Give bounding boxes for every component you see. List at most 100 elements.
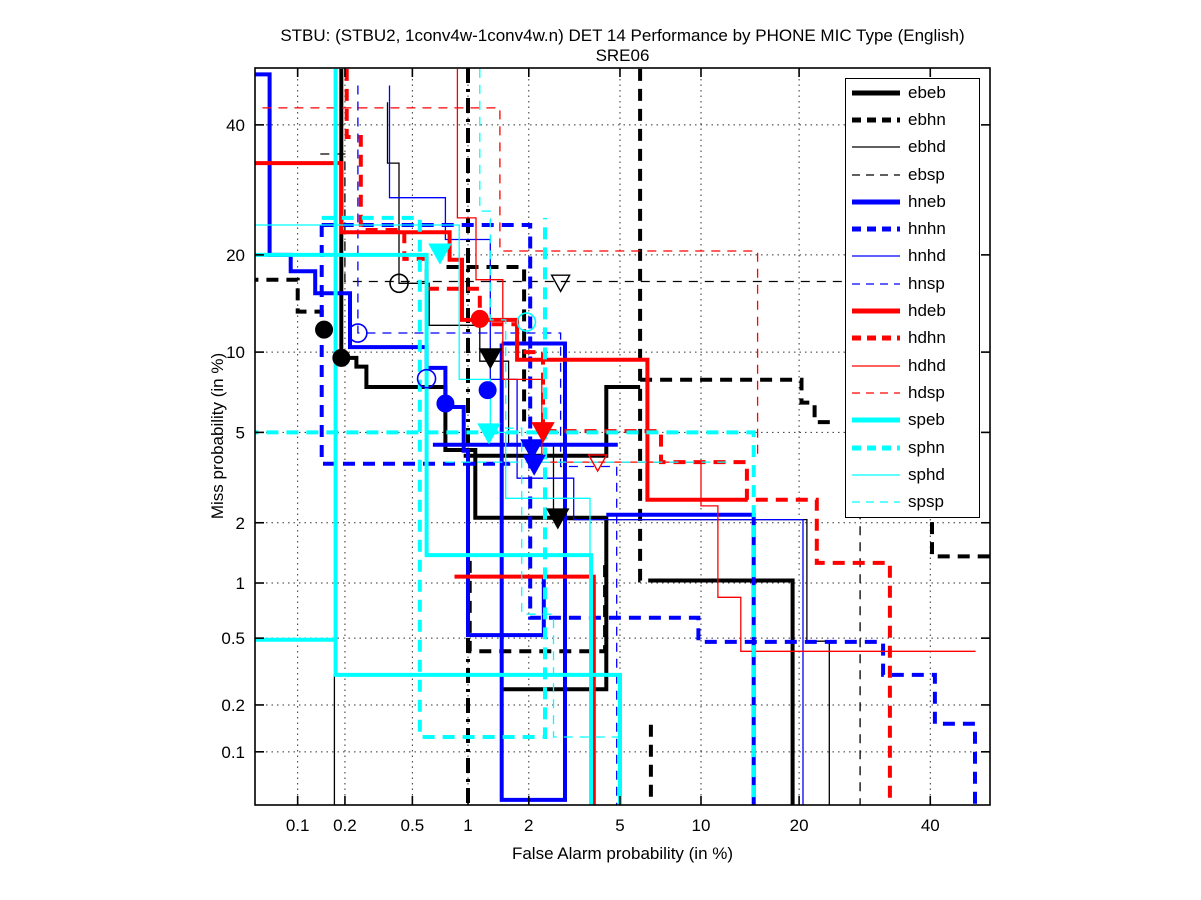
open-circle-marker [416,368,437,389]
open-triangle-marker [550,274,571,293]
x-tick-label: 10 [692,816,711,835]
series-hdeb [255,161,747,805]
y-tick-label: 0.5 [221,629,245,648]
legend-item-hneb: hneb [846,188,979,215]
open-circle-marker [516,312,537,332]
legend-item-hnsp: hnsp [846,270,979,297]
legend-line-sample-hdhn [852,335,900,341]
x-tick-label: 40 [921,816,940,835]
legend-line-sample-hdeb [852,308,900,314]
legend-item-sphn: sphn [846,434,979,461]
legend-line-sample-hdhd [852,364,900,367]
legend-line-sample-ebhn [852,117,900,123]
legend-label-ebeb: ebeb [908,82,946,102]
filled-triangle-marker [531,422,555,444]
legend-line-sample-sphd [852,474,900,476]
chart-title: STBU: (STBU2, 1conv4w-1conv4w.n) DET 14 … [280,26,965,65]
y-tick-label: 20 [226,246,245,265]
open-circle-marker [389,273,409,294]
legend-item-speb: speb [846,407,979,434]
series-hneb [255,72,756,805]
x-tick-label: 0.2 [333,816,357,835]
legend-item-ebeb: ebeb [846,79,979,106]
x-tick-label: 0.1 [286,816,310,835]
legend-label-sphn: sphn [908,437,945,457]
legend-label-hnhd: hnhd [908,246,946,266]
legend-label-hdeb: hdeb [908,301,946,321]
filled-circle-marker [332,348,351,367]
legend-label-hdsp: hdsp [908,382,945,402]
filled-triangle-marker [546,508,570,530]
legend-item-hdeb: hdeb [846,297,979,324]
legend-item-hnhn: hnhn [846,215,979,242]
y-tick-label: 10 [226,343,245,362]
plot-frame: 0.1 0.2 0.5 1 2 5 10 20 40 0.1 0.2 0.5 1 2 5 10 20 40 [221,67,991,835]
filled-triangle-marker [520,439,544,461]
legend-item-ebhd: ebhd [846,134,979,161]
legend-item-hdhd: hdhd [846,352,979,379]
legend-line-sample-hdsp [852,392,900,394]
x-tick-label: 2 [524,816,533,835]
legend-label-sphd: sphd [908,464,945,484]
legend-box: ebeb ebhn ebhd ebsp hneb hnhn hnhd hnsp hdeb hdhn… [845,78,980,518]
legend-label-hneb: hneb [908,191,946,211]
y-tick-label: 1 [236,574,245,593]
filled-triangle-marker [478,348,503,370]
legend-label-hnhn: hnhn [908,219,946,239]
y-tick-label: 40 [226,116,245,135]
filled-circle-marker [470,309,489,328]
filled-triangle-marker [522,454,546,476]
legend-label-hdhn: hdhn [908,328,946,348]
x-tick-label: 0.5 [401,816,425,835]
dcf-markers [315,243,608,530]
x-tick-label: 5 [615,816,624,835]
legend-item-ebhn: ebhn [846,106,979,133]
series-hdhn [344,68,892,805]
filled-circle-marker [315,320,334,339]
legend-item-spsp: spsp [846,488,979,515]
series-hnhn [319,223,977,805]
series-speb [255,68,622,805]
legend-label-spsp: spsp [908,492,944,512]
series-spsp [445,68,731,738]
legend-line-sample-ebhd [852,146,900,148]
y-tick-label: 0.1 [221,743,245,762]
legend-label-ebhd: ebhd [908,137,946,157]
y-tick-label: 0.2 [221,696,245,715]
legend-line-sample-hnsp [852,283,900,285]
legend-item-hdhn: hdhn [846,325,979,352]
y-tick-label: 5 [236,423,245,442]
series-sphn [255,215,756,805]
legend-line-sample-sphn [852,445,900,450]
legend-label-speb: speb [908,410,945,430]
y-tick-label: 2 [236,514,245,533]
legend-line-sample-hnhn [852,226,900,232]
open-triangle-marker [587,454,608,473]
legend-line-sample-speb [852,417,900,423]
legend-label-ebsp: ebsp [908,164,945,184]
legend-line-sample-hnhd [852,255,900,258]
legend-line-sample-ebsp [852,173,900,176]
filled-circle-marker [436,394,455,413]
open-circle-marker [348,323,368,343]
legend-line-sample-hneb [852,199,900,205]
legend-item-ebsp: ebsp [846,161,979,188]
series-hnsp [357,85,618,805]
legend-line-sample-ebeb [852,90,900,96]
filled-triangle-marker [428,243,452,265]
filled-circle-marker [478,381,497,400]
legend-label-ebhn: ebhn [908,109,946,129]
legend-item-sphd: sphd [846,461,979,488]
legend-label-hnsp: hnsp [908,273,945,293]
det-curves [255,68,990,805]
legend-line-sample-spsp [852,501,900,503]
x-tick-label: 20 [790,816,809,835]
series-hdsp [255,107,759,459]
legend-label-hdhd: hdhd [908,355,946,375]
x-axis-label: False Alarm probability (in %) [511,844,734,863]
x-tick-label: 1 [463,816,472,835]
legend-item-hnhd: hnhd [846,243,979,270]
legend-item-hdsp: hdsp [846,379,979,406]
